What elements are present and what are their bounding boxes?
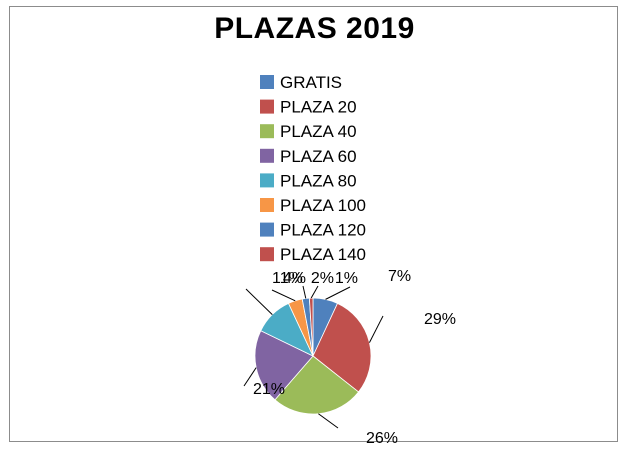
leader-line [302, 285, 307, 299]
legend-entry: PLAZA 80 [280, 171, 357, 190]
leader-line [271, 289, 296, 302]
legend-entry: GRATIS [280, 73, 342, 92]
legend-swatch [260, 222, 274, 237]
legend-swatch [260, 173, 274, 188]
legend-entry: PLAZA 100 [280, 196, 366, 215]
data-label: 2% [311, 270, 334, 287]
leader-line [318, 413, 339, 429]
leader-lines [243, 285, 384, 429]
leader-line [325, 286, 351, 300]
data-label: 21% [253, 381, 285, 398]
data-labels: 7% 29% 26% 21% 11%4% 2% 1% [253, 268, 456, 447]
leader-line [245, 288, 273, 316]
legend-swatch [260, 247, 274, 262]
pie-slice [254, 330, 314, 401]
leader-line [310, 285, 319, 299]
data-label: 1% [335, 270, 358, 287]
legend-swatch [260, 75, 274, 89]
legend-entry: PLAZA 140 [280, 245, 366, 264]
legend-entry: PLAZA 60 [280, 147, 357, 166]
data-label: 7% [388, 268, 411, 285]
data-label: 11% [272, 270, 303, 287]
pie-slice [312, 302, 372, 393]
pie-slices [254, 297, 372, 415]
legend-entry: PLAZA 120 [280, 221, 366, 240]
pie-slice [308, 297, 314, 357]
leader-line [368, 315, 384, 343]
legend-swatch [260, 124, 274, 139]
chart-title: PLAZAS 2019 [214, 12, 415, 45]
legend-swatch [260, 198, 274, 212]
data-label: 4% [283, 270, 306, 287]
legend-swatch [260, 99, 274, 114]
pie-slice [274, 355, 360, 415]
data-label: 29% [424, 311, 456, 328]
legend-entry: PLAZA 40 [280, 122, 357, 141]
data-label: 26% [366, 430, 398, 447]
leader-line [243, 367, 257, 387]
legend-entry: PLAZA 20 [280, 98, 357, 117]
legend-swatch [260, 148, 274, 163]
legend: GRATIS PLAZA 20 PLAZA 40 PLAZA 60 PLAZA 80 PL… [260, 73, 366, 264]
